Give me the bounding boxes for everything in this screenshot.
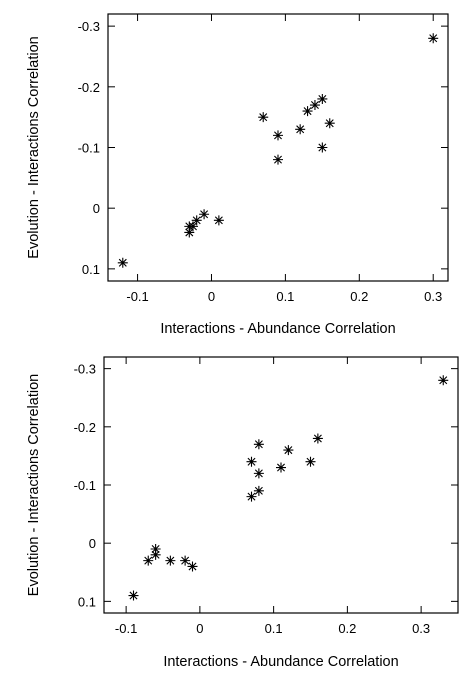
x-tick-label: 0.1: [265, 621, 283, 636]
x-tick-label: 0.3: [412, 621, 430, 636]
y-tick-label: -0.1: [78, 141, 100, 156]
y-tick-label: -0.2: [78, 80, 100, 95]
data-point: [273, 130, 283, 141]
data-point: [246, 491, 257, 502]
data-point: [273, 154, 283, 165]
y-tick-label: 0.1: [78, 594, 96, 609]
x-tick-label: 0.2: [338, 621, 356, 636]
x-tick-label: 0: [208, 289, 215, 304]
data-point: [117, 257, 128, 268]
data-point: [317, 93, 328, 104]
y-tick-label: 0.1: [82, 262, 100, 277]
data-point: [143, 555, 154, 566]
data-point: [150, 544, 161, 554]
chart-panel-2: -0.1 0 0.1 0.2 0.3 -0.3 -0.2 -0.1 0 0.1 Interactio…: [26, 356, 459, 670]
x-axis-label: Interactions - Abundance Correlation: [163, 654, 398, 670]
y-tick-label: -0.2: [74, 420, 96, 435]
x-tick-label: 0.2: [350, 289, 368, 304]
data-point: [199, 209, 210, 220]
x-axis-label: Interactions - Abundance Correlation: [160, 321, 395, 337]
data-point: [184, 221, 195, 232]
data-point: [253, 439, 264, 450]
data-point: [165, 555, 176, 566]
data-point: [295, 124, 306, 135]
chart-panel-1: -0.1 0 0.1 0.2 0.3 -0.3 -0.2 -0.1 0 0.1 Interactio…: [26, 13, 449, 337]
y-tick-label: -0.3: [78, 19, 100, 34]
plot-frame: [107, 13, 449, 282]
data-point: [187, 561, 198, 572]
plot-frame: [103, 356, 459, 614]
x-tick-label: 0.1: [276, 289, 294, 304]
data-point: [276, 462, 286, 473]
data-point: [438, 375, 449, 386]
data-point: [213, 215, 224, 226]
data-point: [253, 468, 264, 479]
data-point: [283, 445, 294, 456]
data-point: [253, 485, 264, 496]
x-tick-label: -0.1: [126, 289, 148, 304]
y-axis-label: Evolution - Interactions Correlation: [26, 36, 42, 258]
data-point: [302, 106, 313, 117]
data-point: [258, 112, 269, 123]
data-point: [305, 456, 316, 467]
data-point: [309, 100, 320, 111]
y-tick-label: -0.3: [74, 362, 96, 377]
data-point: [180, 555, 191, 566]
y-tick-label: 0: [93, 201, 100, 216]
x-tick-label: 0.3: [424, 289, 442, 304]
data-point: [428, 33, 439, 44]
data-point: [128, 590, 139, 601]
data-point: [312, 433, 323, 444]
y-tick-label: -0.1: [74, 478, 96, 493]
x-tick-label: 0: [196, 621, 203, 636]
data-point: [184, 227, 195, 238]
data-point: [191, 215, 202, 226]
y-tick-label: 0: [89, 536, 96, 551]
data-point: [246, 456, 257, 467]
data-point: [150, 549, 161, 560]
y-axis-label: Evolution - Interactions Correlation: [26, 374, 42, 596]
data-point: [317, 142, 328, 153]
data-point: [324, 118, 335, 129]
x-tick-label: -0.1: [115, 621, 137, 636]
